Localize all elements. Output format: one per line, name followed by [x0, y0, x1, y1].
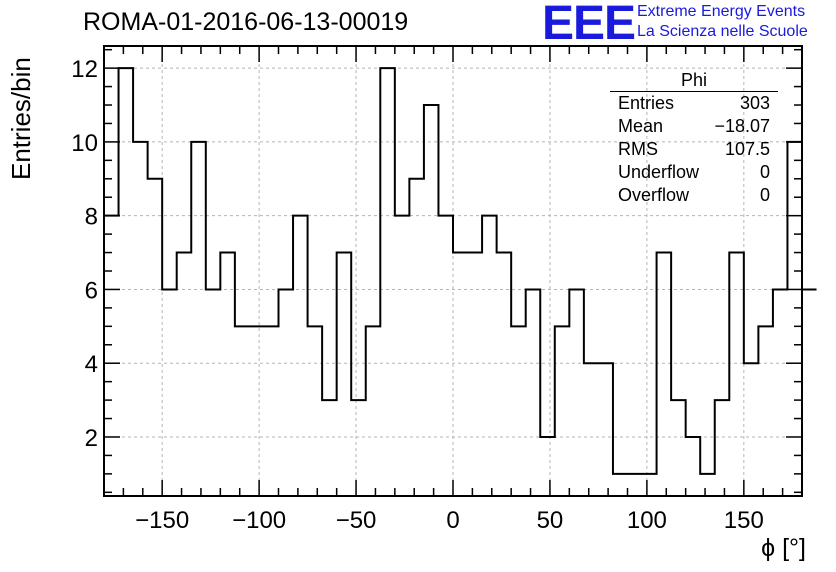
x-tick-labels: −150 −100 −50 0 50 100 150 — [135, 507, 764, 534]
histogram-line — [104, 67, 817, 475]
stats-box: Phi Entries 303 Mean −18.07 RMS 107.5 Un… — [610, 70, 778, 207]
x-tick-label: 150 — [724, 507, 764, 534]
x-tick-label: 50 — [537, 507, 564, 534]
x-tick-label: 0 — [446, 507, 459, 534]
stats-value: 107.5 — [724, 139, 770, 159]
x-tick-label: −100 — [232, 507, 286, 534]
chart-title: ROMA-01-2016-06-13-00019 — [83, 8, 409, 36]
stats-value: −18.07 — [714, 116, 770, 136]
y-tick-labels: 2 4 6 8 10 12 — [71, 56, 98, 452]
y-tick-label: 4 — [85, 351, 98, 378]
y-tick-label: 8 — [85, 204, 98, 231]
stats-label: Entries — [618, 93, 675, 113]
x-tick-label: 100 — [627, 507, 667, 534]
x-axis-label: ϕ [°] — [761, 534, 806, 562]
eee-logo: EEE — [542, 0, 636, 50]
y-axis-label: Entries/bin — [6, 57, 36, 180]
stats-value: 0 — [759, 185, 770, 205]
stats-value: 303 — [739, 93, 770, 113]
stats-label: Underflow — [618, 162, 700, 182]
stats-label: Overflow — [618, 185, 690, 205]
x-tick-label: −150 — [135, 507, 189, 534]
logo-caption-line2: La Scienza nelle Scuole — [637, 23, 808, 40]
stats-value: 0 — [759, 162, 770, 182]
stats-row-rms: RMS 107.5 — [610, 138, 778, 161]
stats-label: Mean — [618, 116, 664, 136]
logo-caption-line1: Extreme Energy Events — [637, 3, 806, 20]
stats-row-overflow: Overflow 0 — [610, 184, 778, 207]
y-tick-label: 2 — [85, 425, 98, 452]
plot-frame — [103, 45, 803, 497]
y-tick-label: 12 — [71, 56, 98, 83]
stats-label: RMS — [618, 139, 658, 159]
x-tick-label: −50 — [336, 507, 377, 534]
stats-row-entries: Entries 303 — [610, 92, 778, 115]
logo-caption: Extreme Energy Events La Scienza nelle S… — [637, 2, 808, 42]
stats-row-mean: Mean −18.07 — [610, 115, 778, 138]
stats-header: Phi — [610, 70, 778, 92]
y-tick-label: 10 — [71, 130, 98, 157]
y-tick-label: 6 — [85, 277, 98, 304]
stats-row-underflow: Underflow 0 — [610, 161, 778, 184]
